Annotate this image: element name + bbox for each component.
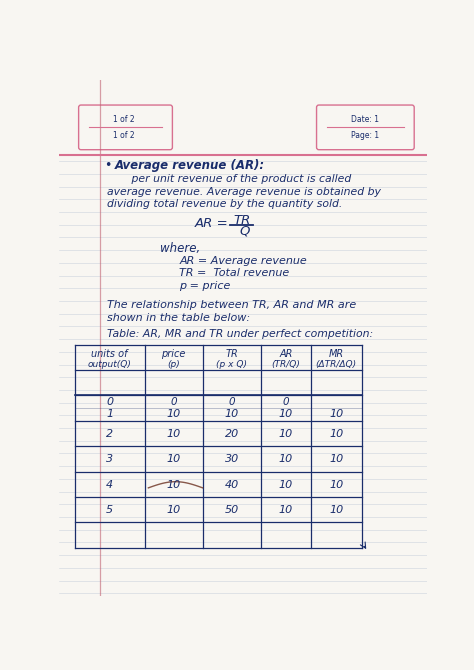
Text: 2: 2: [106, 429, 113, 439]
Text: Page: 1: Page: 1: [351, 131, 380, 140]
Text: 10: 10: [279, 505, 293, 515]
Text: p = price: p = price: [179, 281, 231, 291]
Text: 3: 3: [106, 454, 113, 464]
Text: (ΔTR/ΔQ): (ΔTR/ΔQ): [316, 360, 357, 368]
Text: 0: 0: [106, 397, 113, 407]
Text: The relationship between TR, AR and MR are: The relationship between TR, AR and MR a…: [107, 300, 356, 310]
Text: 4: 4: [106, 480, 113, 490]
Text: dividing total revenue by the quantity sold.: dividing total revenue by the quantity s…: [107, 200, 343, 209]
Text: Q: Q: [239, 225, 249, 238]
FancyBboxPatch shape: [79, 105, 173, 149]
FancyBboxPatch shape: [317, 105, 414, 149]
Text: per unit revenue of the product is called: per unit revenue of the product is calle…: [107, 174, 352, 184]
Text: 10: 10: [166, 480, 181, 490]
Text: 10: 10: [279, 480, 293, 490]
Text: average revenue. Average revenue is obtained by: average revenue. Average revenue is obta…: [107, 187, 381, 197]
Text: units of: units of: [91, 349, 128, 359]
Text: 0: 0: [228, 397, 235, 407]
Text: output(Q): output(Q): [88, 360, 132, 368]
Text: AR =: AR =: [195, 217, 228, 230]
Text: 5: 5: [106, 505, 113, 515]
Text: 10: 10: [166, 454, 181, 464]
Text: 10: 10: [166, 409, 181, 419]
Text: where,: where,: [160, 242, 200, 255]
Text: 1 of 2: 1 of 2: [113, 131, 135, 140]
Text: Average revenue (AR):: Average revenue (AR):: [115, 159, 265, 172]
Text: MR: MR: [329, 349, 344, 359]
Text: 20: 20: [225, 429, 239, 439]
Text: 10: 10: [279, 454, 293, 464]
Text: 10: 10: [329, 429, 344, 439]
Text: 0: 0: [283, 397, 289, 407]
Text: (TR/Q): (TR/Q): [272, 360, 301, 368]
Text: Table: AR, MR and TR under perfect competition:: Table: AR, MR and TR under perfect compe…: [107, 330, 374, 340]
Text: (p x Q): (p x Q): [216, 360, 247, 368]
Text: •: •: [104, 159, 111, 172]
Text: 10: 10: [166, 429, 181, 439]
Text: 1 of 2: 1 of 2: [113, 115, 135, 124]
Text: TR: TR: [234, 214, 251, 227]
Text: 10: 10: [329, 505, 344, 515]
Text: TR =  Total revenue: TR = Total revenue: [179, 268, 290, 278]
Text: 10: 10: [166, 505, 181, 515]
Text: AR = Average revenue: AR = Average revenue: [179, 255, 307, 265]
Text: 10: 10: [225, 409, 239, 419]
Text: Date: 1: Date: 1: [351, 115, 379, 124]
Text: (p): (p): [167, 360, 180, 368]
Text: 10: 10: [279, 429, 293, 439]
Text: TR: TR: [225, 349, 238, 359]
Text: 10: 10: [329, 480, 344, 490]
Text: shown in the table below:: shown in the table below:: [107, 313, 250, 322]
Text: 30: 30: [225, 454, 239, 464]
Text: 50: 50: [225, 505, 239, 515]
Text: 40: 40: [225, 480, 239, 490]
Text: 0: 0: [170, 397, 177, 407]
Text: AR: AR: [279, 349, 292, 359]
Text: price: price: [161, 349, 186, 359]
Text: 1: 1: [106, 409, 113, 419]
Text: 10: 10: [329, 454, 344, 464]
Text: 10: 10: [279, 409, 293, 419]
Text: 10: 10: [329, 409, 344, 419]
